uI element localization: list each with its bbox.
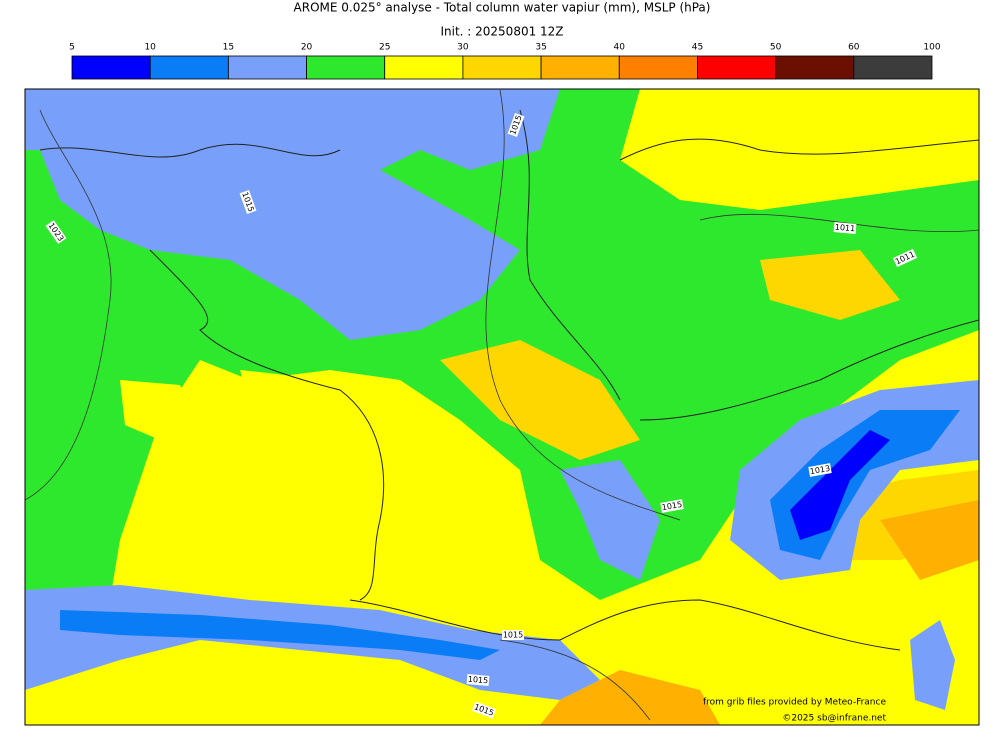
credit: ©2025 sb@infrane.net [782, 714, 886, 724]
field-lightblue [25, 89, 560, 340]
isobar-label: 1011 [834, 223, 855, 234]
colorbar-tick-label: 30 [457, 43, 469, 53]
field-yellow-west [120, 370, 520, 590]
colorbar-segment [227, 55, 307, 80]
colorbar-segment [540, 55, 620, 80]
colorbar-segment [306, 55, 386, 80]
isobars [25, 89, 979, 721]
colorbar-tick-label: 40 [614, 43, 626, 53]
map-frame [24, 88, 980, 726]
colorbar-segment [71, 55, 151, 80]
colorbar-segment [853, 55, 933, 80]
field-rhone [560, 460, 660, 580]
isobar-label-bg [507, 112, 525, 138]
colorbar-segment [697, 55, 777, 80]
isobar-label-bg [833, 222, 857, 234]
colorbar-segment [384, 55, 464, 80]
isobar-label-bg [660, 499, 684, 513]
colorbar: 5 10 15 20 25 30 35 40 45 50 60 100 [69, 43, 941, 80]
colorbar-segment [462, 55, 542, 80]
colorbar-tick-label: 35 [535, 43, 546, 53]
colorbar-tick-label: 10 [144, 43, 156, 53]
colorbar-segment [618, 55, 698, 80]
colorbar-segment [775, 55, 855, 80]
field-orange [540, 500, 979, 725]
isobar-label-bg [502, 630, 524, 640]
credit: from grib files provided by Meteo-France [703, 698, 886, 708]
colorbar-tick-label: 20 [301, 43, 313, 53]
isobar-label: 1013 [809, 464, 831, 476]
isobar-label-bg [808, 463, 832, 477]
colorbar-tick-label: 15 [223, 43, 234, 53]
isobar-label-bg [239, 189, 257, 215]
title: AROME 0.025° analyse - Total column wate… [294, 1, 711, 15]
colorbar-tick-label: 25 [379, 43, 390, 53]
colorbar-tick-label: 45 [692, 43, 703, 53]
isobar-label-bg [892, 248, 918, 268]
map [24, 88, 980, 726]
isobar-label-bg [466, 674, 490, 686]
isobar-label: 1015 [467, 675, 488, 686]
isobar-label: 1015 [503, 631, 523, 640]
colorbar-tick-label: 50 [770, 43, 782, 53]
borders [39, 109, 979, 651]
colorbar-segment [149, 55, 229, 80]
subtitle: Init. : 20250801 12Z [440, 25, 563, 39]
field-alps-core [790, 430, 890, 540]
isobar-label-bg [471, 701, 497, 719]
isobar-label-bg [45, 220, 67, 244]
colorbar-tick-label: 60 [848, 43, 860, 53]
corsica [910, 620, 955, 710]
colorbar-tick-label: 5 [69, 43, 75, 53]
field-pyrenees-dark [60, 610, 500, 660]
isobar-label: 1015 [661, 500, 683, 512]
colorbar-tick-label: 100 [923, 43, 940, 53]
